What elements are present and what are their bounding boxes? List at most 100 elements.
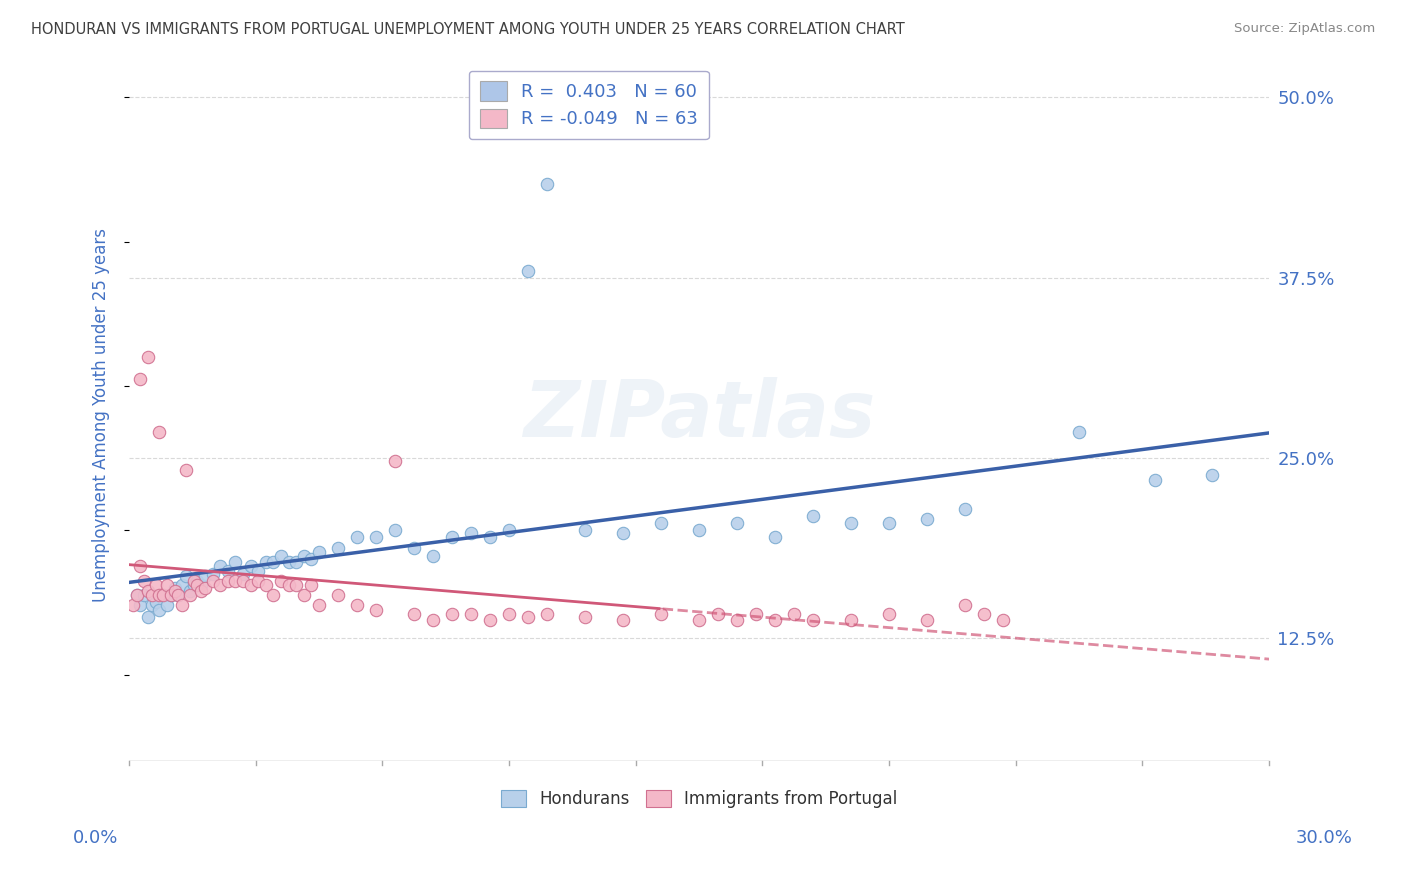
Point xyxy=(422,549,444,564)
Point xyxy=(148,602,170,616)
Point xyxy=(148,588,170,602)
Point xyxy=(148,425,170,439)
Point xyxy=(301,578,323,592)
Point xyxy=(650,516,672,530)
Point xyxy=(209,578,232,592)
Point xyxy=(1067,425,1090,439)
Point xyxy=(441,531,464,545)
Point xyxy=(172,578,194,592)
Point xyxy=(301,552,323,566)
Point xyxy=(574,609,596,624)
Point xyxy=(479,531,502,545)
Point xyxy=(498,607,520,621)
Point xyxy=(763,531,786,545)
Point xyxy=(186,574,208,588)
Point xyxy=(285,578,308,592)
Point xyxy=(201,574,224,588)
Point xyxy=(247,574,270,588)
Point xyxy=(404,541,426,555)
Point xyxy=(707,607,730,621)
Point xyxy=(129,372,152,386)
Point xyxy=(134,574,156,588)
Point xyxy=(326,588,349,602)
Point xyxy=(156,578,179,592)
Point xyxy=(801,613,824,627)
Point xyxy=(953,501,976,516)
Point xyxy=(163,581,186,595)
Point xyxy=(247,564,270,578)
Point xyxy=(308,545,330,559)
Point xyxy=(136,583,159,598)
Point xyxy=(239,578,262,592)
Point xyxy=(326,541,349,555)
Point xyxy=(953,599,976,613)
Point xyxy=(167,588,190,602)
Y-axis label: Unemployment Among Youth under 25 years: Unemployment Among Youth under 25 years xyxy=(93,227,110,602)
Point xyxy=(190,583,212,598)
Point xyxy=(136,350,159,364)
Point xyxy=(152,588,174,602)
Text: 30.0%: 30.0% xyxy=(1296,829,1353,847)
Point xyxy=(346,599,368,613)
Point xyxy=(254,555,277,569)
Point xyxy=(277,555,299,569)
Point xyxy=(422,613,444,627)
Point xyxy=(292,549,315,564)
Point xyxy=(254,578,277,592)
Point xyxy=(141,588,163,602)
Point xyxy=(308,599,330,613)
Point xyxy=(384,454,406,468)
Point xyxy=(783,607,806,621)
Point xyxy=(263,588,285,602)
Point xyxy=(174,462,197,476)
Point xyxy=(167,588,190,602)
Point xyxy=(209,559,232,574)
Text: ZIPatlas: ZIPatlas xyxy=(523,376,875,453)
Point xyxy=(991,613,1014,627)
Point xyxy=(915,613,938,627)
Point xyxy=(536,177,558,191)
Point xyxy=(224,574,246,588)
Point xyxy=(801,508,824,523)
Point xyxy=(364,531,387,545)
Point xyxy=(688,613,710,627)
Point xyxy=(460,607,482,621)
Point xyxy=(141,599,163,613)
Point xyxy=(217,564,239,578)
Point xyxy=(172,599,194,613)
Point xyxy=(125,588,148,602)
Point xyxy=(839,516,862,530)
Point xyxy=(725,613,748,627)
Point xyxy=(612,613,634,627)
Point xyxy=(745,607,768,621)
Point xyxy=(145,595,167,609)
Point xyxy=(183,578,205,592)
Point xyxy=(224,555,246,569)
Text: Source: ZipAtlas.com: Source: ZipAtlas.com xyxy=(1234,22,1375,36)
Point xyxy=(136,609,159,624)
Point xyxy=(725,516,748,530)
Point xyxy=(125,588,148,602)
Point xyxy=(194,581,217,595)
Point xyxy=(217,574,239,588)
Point xyxy=(174,569,197,583)
Point xyxy=(877,516,900,530)
Point xyxy=(160,588,183,602)
Point xyxy=(183,574,205,588)
Point xyxy=(160,588,183,602)
Point xyxy=(232,566,254,581)
Point xyxy=(364,602,387,616)
Point xyxy=(186,578,208,592)
Text: 0.0%: 0.0% xyxy=(73,829,118,847)
Point xyxy=(517,609,540,624)
Point xyxy=(129,559,152,574)
Point xyxy=(517,263,540,277)
Point xyxy=(498,523,520,537)
Text: HONDURAN VS IMMIGRANTS FROM PORTUGAL UNEMPLOYMENT AMONG YOUTH UNDER 25 YEARS COR: HONDURAN VS IMMIGRANTS FROM PORTUGAL UNE… xyxy=(31,22,904,37)
Point xyxy=(156,599,179,613)
Point xyxy=(163,583,186,598)
Point xyxy=(232,574,254,588)
Point xyxy=(536,607,558,621)
Point xyxy=(973,607,995,621)
Point xyxy=(285,555,308,569)
